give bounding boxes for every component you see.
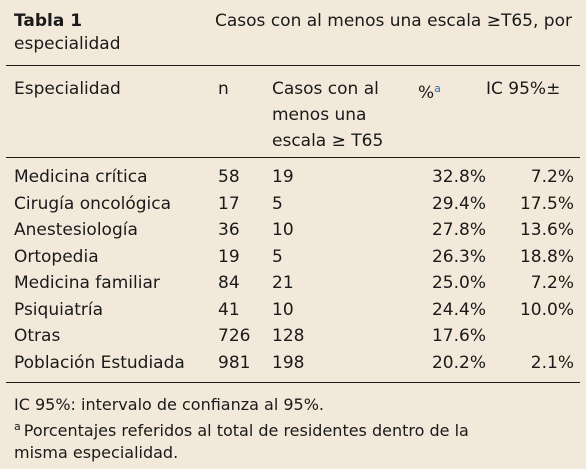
cell-specialty: Ortopedia [14,246,99,267]
footnote-a-cont: misma especialidad. [14,443,179,462]
cell-n: 19 [218,246,240,267]
cell-n: 981 [218,352,251,373]
cell-cases: 5 [272,246,283,267]
header-ci: IC 95%± [486,79,561,99]
cell-percent: 26.3% [431,246,486,267]
cell-n: 726 [218,326,251,346]
footnote-a-marker: a [14,420,21,433]
cell-ci: 7.2% [530,273,574,293]
table-caption: Tabla 1 Casos con al menos una escala ≥T… [14,10,572,56]
table-row: Cirugía oncológica 17 5 29.4% 17.5% [14,191,574,218]
table-body: Medicina crítica 58 19 32.8% 7.2% Cirugía onc… [14,160,574,376]
cell-cases: 19 [272,167,294,187]
cell-cases: 198 [272,352,305,373]
header-specialty: Especialidad [14,79,121,99]
cell-n: 36 [218,220,240,240]
caption-title: Casos con al menos una escala ≥T65, por [215,11,572,31]
cell-specialty: Medicina familiar [14,273,160,293]
cell-n: 84 [218,273,240,293]
header-cases-line3: escala ≥ T65 [272,131,384,151]
caption-label: Tabla 1 [14,11,83,31]
cell-cases: 10 [272,299,294,320]
header-rule [6,157,580,158]
cell-ci: 10.0% [519,299,574,320]
cell-specialty: Otras [14,326,61,346]
cell-ci: 18.8% [519,246,574,267]
cell-cases: 5 [272,193,283,214]
cell-cases: 10 [272,220,294,240]
header-row: Especialidad n Casos con al menos una es… [14,76,574,160]
cell-ci: 2.1% [530,352,574,373]
caption-title-cont: especialidad [14,34,121,54]
cell-n: 58 [218,167,240,187]
header-percent-text: % [418,83,435,103]
cell-cases: 21 [272,273,294,293]
cell-n: 17 [218,193,240,214]
header-cases-line2: menos una [272,105,367,125]
table-row: Medicina familiar 84 21 25.0% 7.2% [14,270,574,297]
header-percent-sup: a [434,82,441,95]
cell-percent: 32.8% [431,167,486,187]
header-percent: %a [418,76,486,160]
cell-specialty: Anestesiología [14,220,138,240]
top-rule [6,65,580,66]
table-row: Medicina crítica 58 19 32.8% 7.2% [14,160,574,191]
table-row: Ortopedia 19 5 26.3% 18.8% [14,244,574,271]
footnote-a: a Porcentajes referidos al total de resid… [14,416,572,442]
cell-specialty: Medicina crítica [14,167,148,187]
cell-percent: 27.8% [431,220,486,240]
footnote-ic: IC 95%: intervalo de confianza al 95%. [14,395,324,414]
cell-specialty: Cirugía oncológica [14,193,172,214]
data-table: Especialidad n Casos con al menos una es… [14,76,574,376]
table-row: Anestesiología 36 10 27.8% 13.6% [14,217,574,244]
cell-cases: 128 [272,326,305,346]
cell-percent: 29.4% [431,193,486,214]
bottom-rule [6,382,580,383]
table-row: Población Estudiada 981 198 20.2% 2.1% [14,350,574,377]
header-cases-line1: Casos con al [272,79,379,99]
footnote-a-text: Porcentajes referidos al total de reside… [23,421,469,440]
table-footnotes: IC 95%: intervalo de confianza al 95%. a… [14,394,572,464]
table-row: Otras 726 128 17.6% [14,323,574,350]
header-cases: Casos con al menos una escala ≥ T65 [272,76,418,160]
header-n: n [218,79,229,99]
cell-percent: 24.4% [431,299,486,320]
cell-percent: 25.0% [431,273,486,293]
cell-specialty: Población Estudiada [14,352,185,373]
cell-ci: 13.6% [519,220,574,240]
cell-ci [486,323,574,350]
cell-percent: 20.2% [431,352,486,373]
cell-ci: 7.2% [530,167,574,187]
cell-n: 41 [218,299,240,320]
cell-specialty: Psiquiatría [14,299,104,320]
cell-ci: 17.5% [519,193,574,214]
cell-percent: 17.6% [431,326,486,346]
table-row: Psiquiatría 41 10 24.4% 10.0% [14,297,574,324]
